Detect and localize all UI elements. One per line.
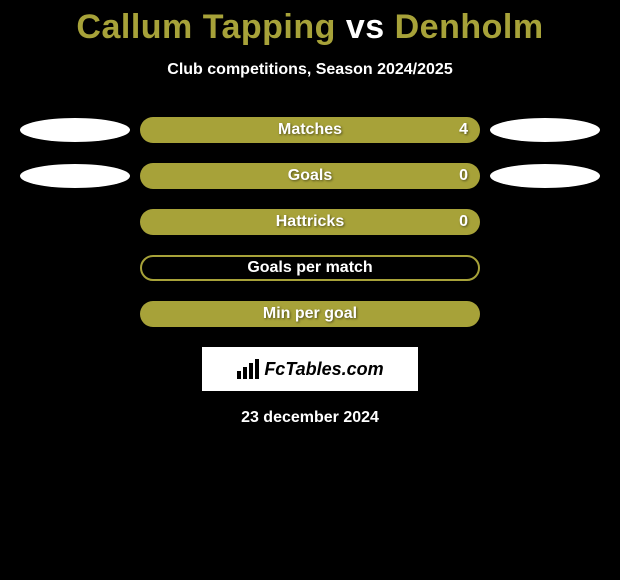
logo-text: FcTables.com [264, 359, 383, 380]
stat-bar: Min per goal [140, 301, 480, 327]
right-ellipse [490, 118, 600, 142]
logo-inner: FcTables.com [236, 359, 383, 380]
stat-row: Min per goal [0, 301, 620, 327]
right-ellipse [490, 164, 600, 188]
right-placeholder [490, 210, 600, 234]
stat-row: Goals per match [0, 255, 620, 281]
player2-name: Denholm [395, 8, 544, 46]
left-placeholder [20, 302, 130, 326]
right-placeholder [490, 302, 600, 326]
logo-box: FcTables.com [202, 347, 418, 391]
left-placeholder [20, 256, 130, 280]
stat-label: Hattricks [140, 213, 480, 231]
vs-text: vs [346, 8, 385, 46]
stat-bar: Hattricks0 [140, 209, 480, 235]
subtitle: Club competitions, Season 2024/2025 [0, 61, 620, 79]
date-text: 23 december 2024 [0, 409, 620, 427]
stat-row: Matches4 [0, 117, 620, 143]
stat-label: Min per goal [140, 305, 480, 323]
stat-value: 0 [459, 167, 468, 185]
stat-row: Goals0 [0, 163, 620, 189]
right-placeholder [490, 256, 600, 280]
stat-bar: Goals0 [140, 163, 480, 189]
left-ellipse [20, 118, 130, 142]
stats-container: Matches4Goals0Hattricks0Goals per matchM… [0, 117, 620, 327]
stat-label: Goals per match [142, 259, 478, 277]
comparison-title: Callum Tapping vs Denholm [0, 0, 620, 47]
stat-value: 0 [459, 213, 468, 231]
stat-value: 4 [459, 121, 468, 139]
stat-label: Matches [140, 121, 480, 139]
left-ellipse [20, 164, 130, 188]
player1-name: Callum Tapping [76, 8, 335, 46]
stat-label: Goals [140, 167, 480, 185]
stat-row: Hattricks0 [0, 209, 620, 235]
left-placeholder [20, 210, 130, 234]
stat-bar: Matches4 [140, 117, 480, 143]
bar-chart-icon [236, 359, 260, 379]
stat-bar: Goals per match [140, 255, 480, 281]
